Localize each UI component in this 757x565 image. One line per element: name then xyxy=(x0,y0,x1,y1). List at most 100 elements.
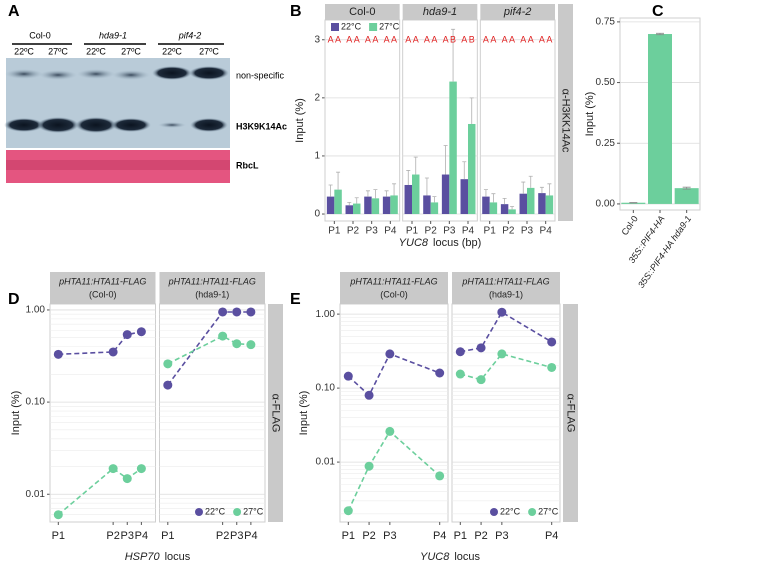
point xyxy=(108,347,118,357)
x-tick-label: P2 xyxy=(106,530,119,542)
point xyxy=(108,464,118,474)
bar xyxy=(345,205,353,215)
error-bar xyxy=(462,161,467,180)
temperature-label: 22ºC xyxy=(162,46,182,56)
band-label: RbcL xyxy=(236,160,259,170)
bar xyxy=(364,196,372,215)
facet-subtitle: (hda9-1) xyxy=(489,289,523,299)
error-bar xyxy=(539,186,544,194)
error-bar xyxy=(347,202,352,206)
x-tick-label: 35S::PIF4-HA hda9-1 xyxy=(636,214,693,290)
temperature-label: 27ºC xyxy=(199,46,219,56)
facet-strip xyxy=(340,272,448,304)
point xyxy=(547,362,557,372)
significance-letter: A xyxy=(346,34,352,44)
point xyxy=(122,330,132,340)
y-tick-label: 0.00 xyxy=(596,199,616,210)
significance-letter: A xyxy=(354,34,360,44)
facet-strip xyxy=(159,272,265,304)
x-tick-label: P3 xyxy=(121,530,134,542)
point xyxy=(455,369,465,379)
error-bar xyxy=(392,183,397,196)
error-bar xyxy=(682,186,691,190)
point xyxy=(497,307,507,317)
side-strip xyxy=(563,304,578,522)
significance-letter: A xyxy=(328,34,334,44)
y-tick-label: 0.50 xyxy=(596,77,616,88)
point xyxy=(385,426,395,436)
x-tick-label: P3 xyxy=(230,530,243,542)
x-tick-label: P4 xyxy=(244,530,257,542)
point xyxy=(364,461,374,471)
panel-label: C xyxy=(652,3,664,20)
significance-letter: A xyxy=(431,34,437,44)
x-tick-label: P2 xyxy=(474,530,487,542)
bar xyxy=(460,179,468,215)
blot-panel: A Col-0 hda9-1 pif4-2 22ºC 27ºC 22ºC 27º… xyxy=(4,3,287,183)
significance-letter: A xyxy=(335,34,341,44)
significance-letter: A xyxy=(365,34,371,44)
point xyxy=(232,307,242,317)
legend-label: 22°C xyxy=(205,506,226,516)
series-line xyxy=(167,311,251,386)
point xyxy=(497,349,507,359)
side-strip xyxy=(558,4,573,221)
point xyxy=(435,368,445,378)
point xyxy=(246,340,256,350)
x-tick-label: P1 xyxy=(406,226,419,237)
error-bar xyxy=(443,145,448,175)
significance-letter: A xyxy=(490,34,496,44)
error-bar xyxy=(502,197,507,205)
legend-swatch xyxy=(233,508,242,516)
x-axis-title-gene: HSP70 xyxy=(125,551,161,563)
bar xyxy=(441,174,450,215)
error-bar xyxy=(413,156,418,175)
side-strip-label: α-H3KK14Ac xyxy=(560,89,572,153)
legend-swatch xyxy=(490,508,498,516)
y-tick-label: 2 xyxy=(314,92,320,103)
significance-letter: A xyxy=(546,34,552,44)
x-tick-label: P3 xyxy=(495,530,508,542)
bar xyxy=(382,196,391,215)
point xyxy=(136,464,146,474)
x-tick-label: P2 xyxy=(347,226,360,237)
significance-letter: A xyxy=(461,34,467,44)
point xyxy=(476,343,486,353)
error-bar xyxy=(373,189,378,199)
bar xyxy=(538,193,546,215)
significance-letter: A xyxy=(502,34,508,44)
bar xyxy=(468,123,476,215)
point xyxy=(343,506,353,516)
bar xyxy=(404,184,412,215)
significance-letter: A xyxy=(391,34,397,44)
significance-letter: A xyxy=(520,34,526,44)
x-axis-title-text: locus (bp) xyxy=(433,237,481,249)
nonspecific-bands xyxy=(5,66,229,80)
temperature-label: 22ºC xyxy=(14,46,34,56)
x-tick-label: P3 xyxy=(383,530,396,542)
series-line xyxy=(167,335,251,365)
bar xyxy=(489,202,498,215)
facet-panel xyxy=(479,19,556,222)
x-tick-label: P3 xyxy=(521,226,534,237)
y-tick-label: 0.01 xyxy=(316,457,336,468)
panel-label: A xyxy=(8,3,20,20)
panel-label: D xyxy=(8,291,20,308)
point xyxy=(53,510,63,520)
error-bar xyxy=(354,197,359,204)
legend-label: 27°C xyxy=(538,506,559,516)
bar xyxy=(449,81,457,215)
x-axis-title: YUC8 locus xyxy=(420,551,481,563)
facet-strip xyxy=(50,272,156,304)
point xyxy=(218,307,228,317)
y-tick-label: 0.10 xyxy=(316,383,336,394)
genotype-label: hda9-1 xyxy=(99,30,127,40)
temperature-label: 27ºC xyxy=(48,46,68,56)
bar xyxy=(500,204,509,215)
point xyxy=(163,359,173,369)
panel-label: E xyxy=(290,291,301,308)
legend-label: 27°C xyxy=(379,21,400,31)
significance-letter: B xyxy=(450,34,456,44)
legend-swatch xyxy=(528,508,537,516)
x-tick-label: P1 xyxy=(454,530,467,542)
